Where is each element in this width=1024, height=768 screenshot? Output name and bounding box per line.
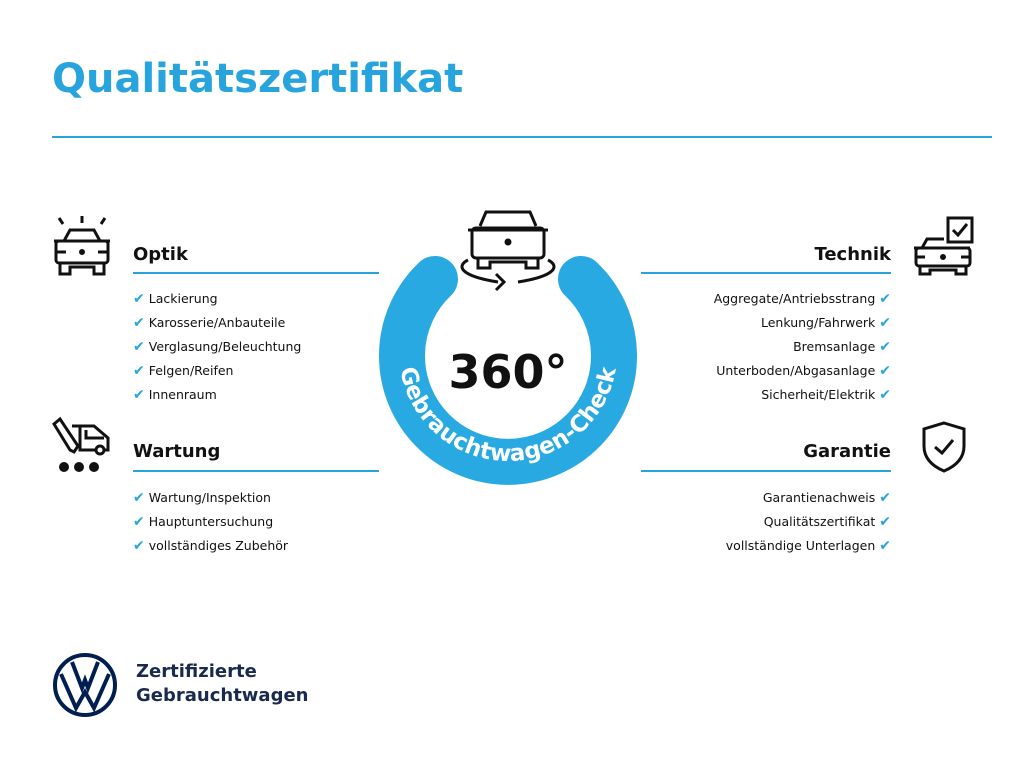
list-item: Lenkung/Fahrwerk ✔ <box>761 315 891 331</box>
list-item: ✔ Wartung/Inspektion <box>133 490 271 506</box>
service-van-icon <box>52 416 110 472</box>
list-item: ✔ Verglasung/Beleuchtung <box>133 339 302 355</box>
list-item: Qualitätszertifikat ✔ <box>763 514 891 530</box>
list-item: ✔ Felgen/Reifen <box>133 363 234 379</box>
section-heading-technik: Technik <box>814 244 891 265</box>
vw-logo <box>53 653 117 717</box>
list-item: Sicherheit/Elektrik ✔ <box>761 387 891 403</box>
check-icon: ✔ <box>879 538 891 554</box>
title-divider <box>52 136 992 138</box>
check-icon: ✔ <box>879 363 891 379</box>
section-divider <box>133 470 379 472</box>
list-item: vollständige Unterlagen ✔ <box>725 538 891 554</box>
wartung-list: ✔ Wartung/Inspektion ✔ Hauptuntersuchung ✔… <box>133 486 288 558</box>
check-icon: ✔ <box>133 315 145 331</box>
shield-check-icon <box>922 421 966 473</box>
section-heading-wartung: Wartung <box>133 441 221 462</box>
check-icon: ✔ <box>879 387 891 403</box>
check-icon: ✔ <box>879 315 891 331</box>
section-heading-garantie: Garantie <box>803 441 891 462</box>
check-icon: ✔ <box>879 490 891 506</box>
check-icon: ✔ <box>879 514 891 530</box>
check-360-badge: Gebrauchtwagen-Check 360° <box>379 210 637 485</box>
degrees-label: 360° <box>448 345 567 399</box>
check-icon: ✔ <box>133 363 145 379</box>
list-item: Aggregate/Antriebsstrang ✔ <box>713 291 891 307</box>
section-divider <box>641 470 891 472</box>
check-icon: ✔ <box>133 339 145 355</box>
optik-list: ✔ Lackierung ✔ Karosserie/Anbauteile ✔ Verg… <box>133 287 301 407</box>
check-icon: ✔ <box>133 490 145 506</box>
list-item: Unterboden/Abgasanlage ✔ <box>716 363 891 379</box>
car-lights-icon <box>54 216 110 276</box>
ring-arc <box>379 256 637 485</box>
section-heading-optik: Optik <box>133 244 188 265</box>
rotating-car-icon <box>460 210 556 292</box>
check-icon: ✔ <box>879 291 891 307</box>
section-divider <box>133 272 379 274</box>
section-divider <box>641 272 891 274</box>
check-icon: ✔ <box>133 291 145 307</box>
list-item: ✔ Lackierung <box>133 291 218 307</box>
list-item: ✔ Innenraum <box>133 387 217 403</box>
list-item: Bremsanlage ✔ <box>793 339 891 355</box>
check-icon: ✔ <box>133 538 145 554</box>
list-item: Garantienachweis ✔ <box>762 490 891 506</box>
check-icon: ✔ <box>879 339 891 355</box>
technik-list: Aggregate/Antriebsstrang ✔ Lenkung/Fahrwe… <box>591 287 891 407</box>
check-icon: ✔ <box>133 387 145 403</box>
list-item: ✔ Hauptuntersuchung <box>133 514 274 530</box>
check-icon: ✔ <box>133 514 145 530</box>
list-item: ✔ vollständiges Zubehör <box>133 538 289 554</box>
page-title: Qualitätszertifikat <box>52 56 464 102</box>
brand-tagline: Zertifizierte Gebrauchtwagen <box>136 661 309 706</box>
garantie-list: Garantienachweis ✔ Qualitätszertifikat ✔ v… <box>591 486 891 558</box>
car-checklist-icon <box>914 216 974 276</box>
list-item: ✔ Karosserie/Anbauteile <box>133 315 286 331</box>
